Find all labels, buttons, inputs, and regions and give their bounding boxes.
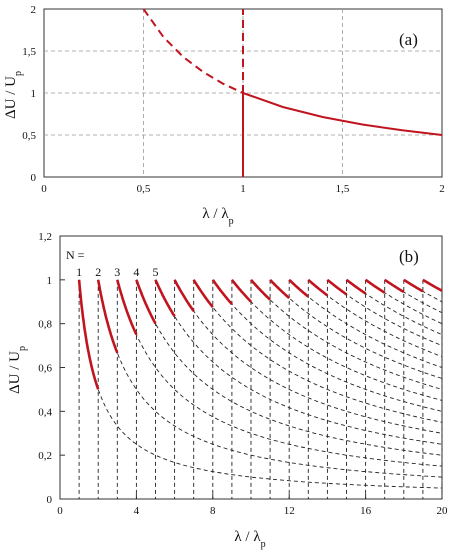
panel-a-xtick-label: 0,5 [137,183,151,195]
panel-b-n-prefix: N = [66,248,85,262]
panel-b-envelope [211,279,233,306]
panel-b-n-label: 4 [133,265,139,279]
panel-b-envelope [116,279,138,336]
panel-b-ytick-label: 0 [47,494,53,506]
panel-b-envelope [307,278,329,297]
panel-b-curve [288,279,443,368]
panel-b-envelope [364,278,386,294]
panel-b-envelope [345,278,367,295]
panel-b-envelope [230,279,252,303]
panel-b-curve [174,279,443,434]
panel-a-series [142,8,443,177]
panel-b-n-label: 3 [114,265,120,279]
panel-a-ylabel-sub: p [13,71,24,76]
panel-b-envelope [403,278,424,293]
panel-b-ytick-label: 0,4 [38,406,52,418]
panel-b-curve [307,279,443,357]
panel-a-ytick-label: 0,5 [22,130,36,142]
panel-b-ylabel: ΔU / Up [7,346,28,394]
panel-b-xtick-label: 8 [210,505,216,517]
panel-b-ytick-label: 1 [47,275,53,287]
panel-b-label: (b) [399,247,419,266]
panel-a-xtick-label: 1 [240,183,246,195]
panel-b-xtick-label: 4 [134,505,140,517]
panel-b-n-label: 1 [76,265,82,279]
panel-b-curve [231,279,443,401]
panel-b-envelope [96,279,119,354]
panel-b-xtick-label: 20 [437,505,449,517]
panel-a-ytick-label: 1,5 [22,46,36,58]
panel-b-envelope [383,278,405,294]
panel-b-curve [135,279,443,456]
panel-b-xtick-label: 12 [284,505,295,517]
panel-a-xtick-label: 0 [41,183,47,195]
panel-b-envelope [135,279,157,325]
panel-b-ytick-label: 0,6 [38,363,52,375]
panel-a: 0 0,5 1 1,5 2 0 0,5 1 1,5 2 (a) λ / λp ΔU / Up [3,4,445,227]
panel-b-curve [193,279,443,423]
panel-b-envelope [422,278,443,292]
panel-b-curve [97,279,443,478]
panel-a-label: (a) [399,30,418,49]
panel-a-xtick-label: 2 [439,183,445,195]
panel-b-ytick-label: 1,2 [38,231,52,243]
panel-b-n-label: 5 [153,265,159,279]
panel-b-curve [346,279,443,336]
panel-b-envelope [173,279,195,312]
panel-a-series-line [242,92,443,136]
panel-a-ytick-label: 0 [31,172,37,184]
panel-b-ytick-label: 0,8 [38,319,52,331]
panel-b-curve [155,279,443,445]
panel-b-envelope [269,278,291,300]
panel-a-ytick-label: 1 [31,88,37,100]
panel-b-curve [78,279,442,489]
panel-b-ytick-label: 0,2 [38,450,52,462]
panel-a-xlabel-sub: p [229,216,234,227]
panel-a-ticks: 0 0,5 1 1,5 2 0 0,5 1 1,5 2 [22,4,445,195]
panel-b-envelope [249,279,272,301]
panel-b-envelope [288,278,310,298]
panel-b-n-label: 2 [95,265,101,279]
panel-b-xlabel: λ / λp [234,529,265,550]
panel-b-envelope [154,279,176,318]
panel-b-xlabel-sub: p [261,539,266,550]
panel-b-envelope [192,279,214,308]
panel-a-ylabel: ΔU / Up [3,71,24,119]
panel-a-series-line [142,8,244,94]
panel-b-ylabel-sub: p [17,346,28,351]
panel-b-curve [269,279,443,379]
panel-b-series [77,278,443,499]
panel-a-xtick-label: 1,5 [336,183,350,195]
panel-b-curve [116,279,443,467]
panel-a-xlabel: λ / λp [202,206,233,227]
panel-b-xtick-label: 16 [360,505,372,517]
panel-b-xtick-label: 0 [57,505,63,517]
panel-b-envelope [326,278,348,296]
panel-a-ytick-label: 2 [31,4,37,16]
panel-b-envelope [77,279,100,390]
